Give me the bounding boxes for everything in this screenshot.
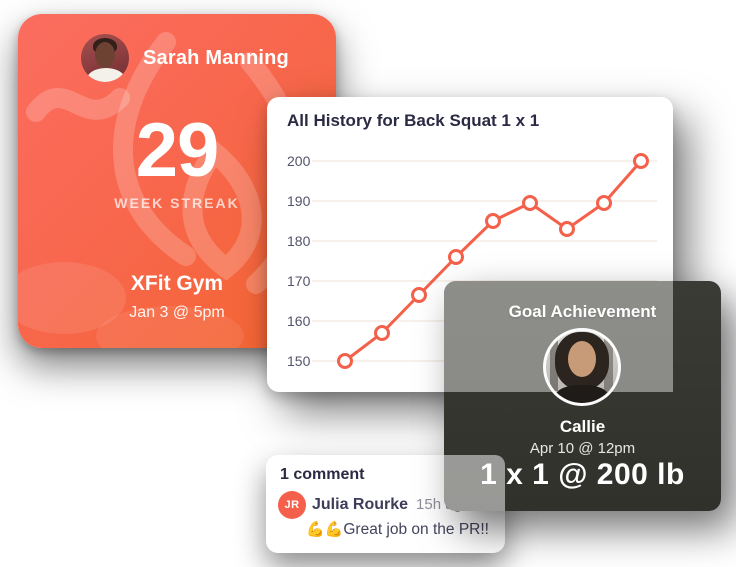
data-point-marker xyxy=(411,287,427,303)
data-point-marker xyxy=(448,249,464,265)
y-axis-tick-label: 190 xyxy=(287,193,311,209)
commenter-initials: JR xyxy=(284,499,300,511)
y-axis-tick-label: 170 xyxy=(287,273,311,289)
glass-overlay-comment xyxy=(444,455,505,511)
y-axis-tick-label: 150 xyxy=(287,353,311,369)
gym-block: XFit Gym Jan 3 @ 5pm xyxy=(18,272,336,322)
y-axis-tick-label: 200 xyxy=(287,153,311,169)
data-point-marker xyxy=(485,213,501,229)
goal-achievement-card: Goal Achievement Callie Apr 10 @ 12pm 1 … xyxy=(444,281,721,511)
avatar-art xyxy=(550,331,558,391)
gym-name: XFit Gym xyxy=(130,272,224,295)
streak-value: 29 xyxy=(135,108,220,193)
comment-text: Great job on the PR!! xyxy=(343,521,489,538)
flex-biceps-emoji-icon: 💪💪 xyxy=(306,521,344,538)
data-point-marker xyxy=(559,221,575,237)
goal-athlete-name: Callie xyxy=(559,417,606,436)
commenter-initials-avatar: JR xyxy=(278,491,306,519)
comment-count-label: 1 comment xyxy=(280,466,365,483)
data-point-marker xyxy=(522,195,538,211)
data-point-marker xyxy=(633,153,649,169)
streak-label: WEEK STREAK xyxy=(114,195,240,211)
athlete-name: Sarah Manning xyxy=(143,46,289,69)
y-axis-tick-label: 160 xyxy=(287,313,311,329)
athlete-header: Sarah Manning xyxy=(81,34,289,82)
avatar-art xyxy=(568,341,596,377)
sarah-avatar-photo xyxy=(81,34,129,82)
data-point-marker xyxy=(596,195,612,211)
streak-block: 29 WEEK STREAK xyxy=(18,108,336,212)
goal-result: 1 x 1 @ 200 lb xyxy=(480,458,685,491)
avatar-art xyxy=(95,42,115,68)
session-datetime: Jan 3 @ 5pm xyxy=(129,304,225,321)
commenter-name: Julia Rourke xyxy=(312,496,409,513)
y-axis-tick-label: 180 xyxy=(287,233,311,249)
chart-title: All History for Back Squat 1 x 1 xyxy=(287,111,540,130)
comment-body: 💪💪Great job on the PR!! xyxy=(306,520,489,539)
goal-card-title: Goal Achievement xyxy=(508,302,657,321)
avatar-art xyxy=(87,68,125,82)
goal-datetime: Apr 10 @ 12pm xyxy=(529,440,636,457)
data-point-marker xyxy=(374,325,390,341)
data-point-marker xyxy=(337,353,353,369)
callie-avatar-photo xyxy=(543,328,621,406)
avatar-art xyxy=(555,385,609,403)
